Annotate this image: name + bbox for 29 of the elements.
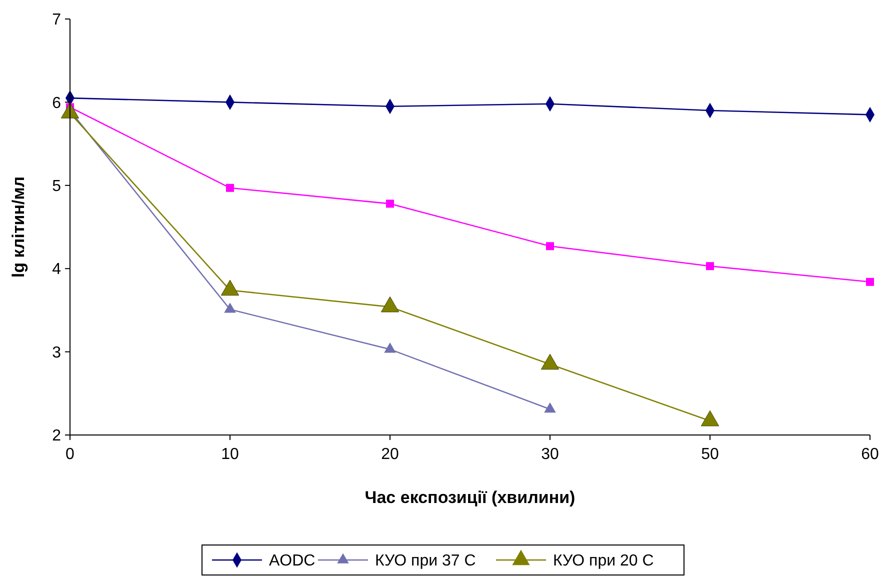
x-tick-label: 30 [541,446,559,463]
point [866,278,874,286]
point [224,302,236,313]
point [540,354,560,370]
y-axis-title: lg клітин/мл [9,176,28,278]
point [544,402,556,413]
x-tick-label: 10 [221,446,239,463]
legend-label: КУО при 37 С [375,552,476,570]
point [380,296,400,312]
y-tick-label: 2 [52,428,62,445]
point [386,200,394,208]
point [700,410,720,426]
legend-label: AODC [269,552,316,570]
x-tick-label: 0 [66,446,75,463]
y-tick-label: 7 [52,12,62,29]
point [384,342,396,353]
x-tick-label: 20 [381,446,399,463]
point [220,280,240,296]
point [546,242,554,250]
y-tick-label: 3 [52,344,62,362]
point [226,184,234,192]
x-tick-label: 50 [701,446,719,463]
y-tick-label: 4 [52,261,62,278]
y-tick-label: 6 [52,94,62,112]
x-tick-label: 60 [861,446,879,463]
legend-label: КУО при 20 С [553,552,654,570]
x-axis-title: Час експозиції (хвилини) [364,488,576,507]
y-tick-label: 5 [52,178,62,195]
point [706,262,714,270]
